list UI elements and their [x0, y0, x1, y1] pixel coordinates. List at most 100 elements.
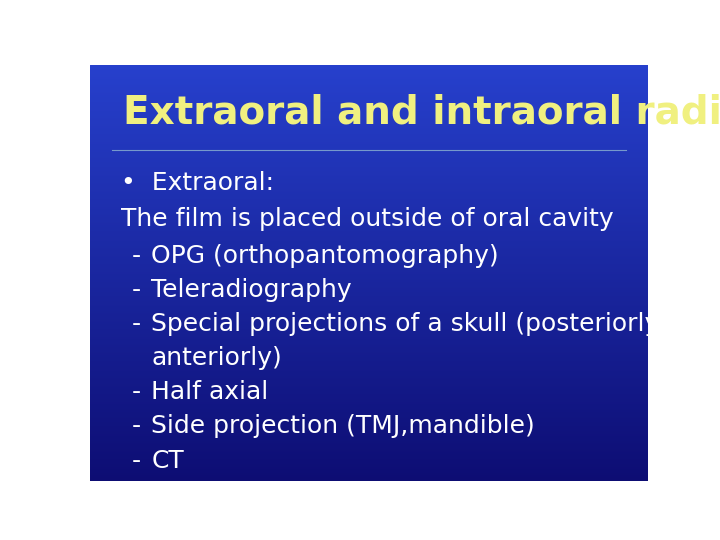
Bar [90, 372, 648, 373]
Bar [90, 342, 648, 344]
Bar [90, 380, 648, 382]
Bar [90, 206, 648, 208]
Bar [90, 313, 648, 315]
Bar [90, 237, 648, 239]
Bar [90, 164, 648, 165]
Bar [90, 247, 648, 248]
Bar [90, 208, 648, 210]
Bar [90, 357, 648, 359]
Bar [90, 227, 648, 229]
Bar [90, 268, 648, 269]
Bar [90, 172, 648, 174]
Bar [90, 355, 648, 357]
Text: -: - [132, 278, 141, 302]
Bar [90, 401, 648, 403]
Bar [90, 440, 648, 442]
Bar [90, 141, 648, 143]
Bar [90, 393, 648, 395]
Bar [90, 235, 648, 237]
Bar [90, 310, 648, 312]
Bar [90, 89, 648, 91]
Bar [90, 451, 648, 453]
Bar [90, 174, 648, 176]
Bar [90, 126, 648, 128]
Bar [90, 250, 648, 252]
Bar [90, 450, 648, 451]
Bar [90, 308, 648, 310]
Bar [90, 113, 648, 115]
Bar [90, 120, 648, 122]
Bar [90, 107, 648, 109]
Bar [90, 421, 648, 422]
Bar [90, 102, 648, 104]
Bar [90, 411, 648, 413]
Bar [90, 263, 648, 265]
Text: -: - [132, 449, 141, 472]
Bar [90, 408, 648, 409]
Bar [90, 281, 648, 282]
Bar [90, 297, 648, 299]
Bar [90, 105, 648, 107]
Bar [90, 422, 648, 424]
Bar [90, 229, 648, 231]
Bar [90, 112, 648, 113]
Bar [90, 360, 648, 362]
Bar [90, 146, 648, 147]
Bar [90, 282, 648, 284]
Bar [90, 159, 648, 160]
Bar [90, 416, 648, 417]
Bar [90, 152, 648, 154]
Bar [90, 466, 648, 468]
Bar [90, 167, 648, 168]
Bar [90, 413, 648, 414]
Bar [90, 136, 648, 138]
Bar [90, 128, 648, 130]
Text: •  Extraoral:: • Extraoral: [121, 171, 274, 195]
Bar [90, 133, 648, 134]
Bar [90, 315, 648, 316]
Bar [90, 205, 648, 206]
Bar [90, 245, 648, 247]
Bar [90, 253, 648, 255]
Bar [90, 115, 648, 117]
Bar [90, 96, 648, 97]
Bar [90, 87, 648, 89]
Bar [90, 160, 648, 162]
Bar [90, 248, 648, 250]
Bar [90, 347, 648, 349]
Bar [90, 403, 648, 404]
Bar [90, 409, 648, 411]
Bar [90, 176, 648, 177]
Bar [90, 328, 648, 329]
Bar [90, 305, 648, 307]
Bar [90, 339, 648, 341]
Bar [90, 138, 648, 139]
Bar [90, 461, 648, 463]
Bar [90, 224, 648, 226]
Bar [90, 289, 648, 291]
Bar [90, 92, 648, 94]
Bar [90, 341, 648, 342]
Bar [90, 192, 648, 193]
Bar [90, 370, 648, 372]
Bar [90, 362, 648, 363]
Bar [90, 68, 648, 70]
Bar [90, 156, 648, 157]
Bar [90, 203, 648, 205]
Bar [90, 286, 648, 287]
Bar [90, 287, 648, 289]
Bar [90, 266, 648, 268]
Bar [90, 354, 648, 355]
Bar [90, 379, 648, 380]
Bar [90, 318, 648, 320]
Bar [90, 213, 648, 214]
Bar [90, 97, 648, 99]
Bar [90, 435, 648, 437]
Text: OPG (orthopantomography): OPG (orthopantomography) [151, 244, 499, 268]
Bar [90, 180, 648, 182]
Bar [90, 346, 648, 347]
Bar [90, 71, 648, 73]
Bar [90, 86, 648, 87]
Bar [90, 479, 648, 481]
Bar [90, 437, 648, 438]
